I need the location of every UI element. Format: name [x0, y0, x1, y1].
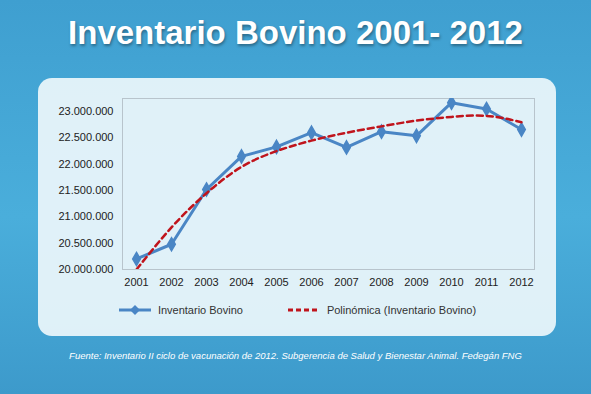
svg-text:2012: 2012: [509, 276, 533, 288]
svg-text:2003: 2003: [194, 276, 218, 288]
svg-text:2011: 2011: [475, 276, 499, 288]
svg-text:22.500.000: 22.500.000: [58, 131, 113, 143]
svg-text:21.000.000: 21.000.000: [58, 210, 113, 222]
html-text:Polinómica (Inventario Bovino): Polinómica (Inventario Bovino): [326, 304, 477, 316]
svg-text:2007: 2007: [334, 276, 358, 288]
html-text:Inventario Bovino 2001- 2012: Inventario Bovino 2001- 2012: [68, 14, 523, 51]
html-text:Fuente: Inventario II ciclo de: Fuente: Inventario II ciclo de vacunació…: [69, 350, 522, 361]
svg-text:20.000.000: 20.000.000: [58, 263, 113, 275]
svg-text:2005: 2005: [264, 276, 288, 288]
svg-text:2008: 2008: [369, 276, 393, 288]
svg-text:2009: 2009: [404, 276, 428, 288]
svg-text:2010: 2010: [439, 276, 463, 288]
html-text:Inventario Bovino: Inventario Bovino: [157, 304, 243, 316]
svg-text:2004: 2004: [229, 276, 253, 288]
svg-text:21.500.000: 21.500.000: [58, 184, 113, 196]
svg-text:23.000.000: 23.000.000: [58, 105, 113, 117]
svg-text:2006: 2006: [299, 276, 323, 288]
svg-text:22.000.000: 22.000.000: [58, 158, 113, 170]
svg-text:20.500.000: 20.500.000: [58, 237, 113, 249]
svg-text:2001: 2001: [124, 276, 148, 288]
svg-text:2002: 2002: [159, 276, 183, 288]
